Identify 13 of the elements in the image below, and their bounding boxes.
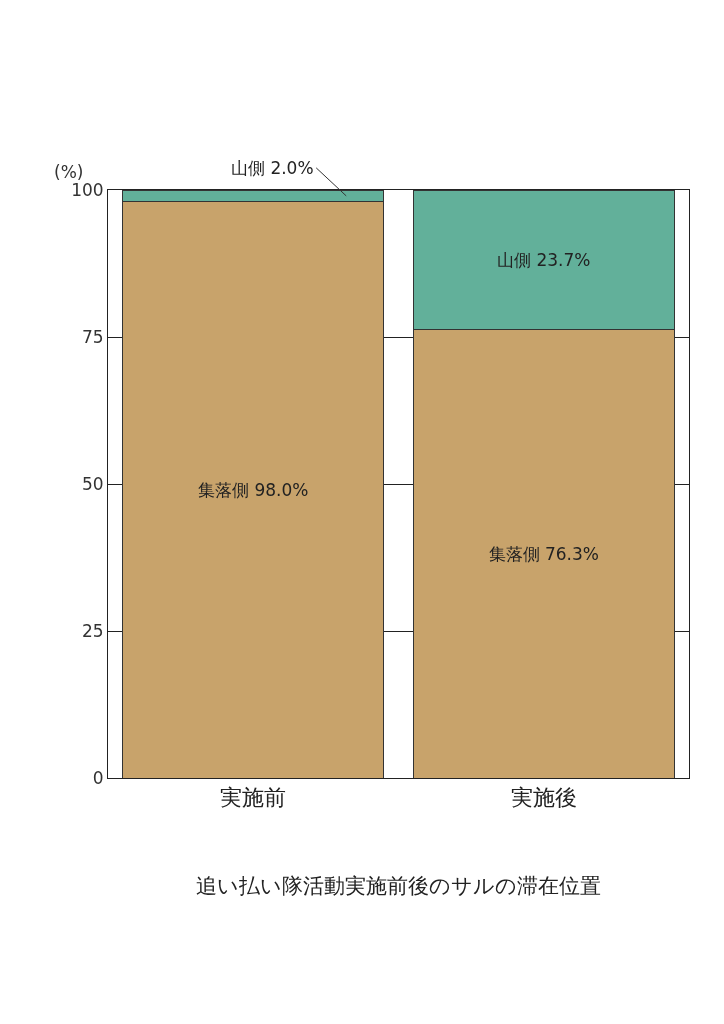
y-tick-label: 25 [81, 620, 104, 641]
x-tick-label: 実施前 [220, 785, 287, 811]
y-tick-label: 50 [81, 473, 104, 494]
x-tick-label: 実施後 [510, 785, 577, 811]
y-tick-label: 75 [81, 326, 104, 347]
y-axis-title: (%) [54, 162, 84, 182]
text: 集落側 98.0% [198, 479, 309, 500]
y-tick-label: 0 [92, 767, 104, 788]
y-tick-label: 100 [71, 179, 104, 200]
text: 追い払い隊活動実施前後のサルの滞在位置 [196, 874, 601, 898]
text: 山側 23.7% [497, 249, 591, 270]
text: 山側 2.0% [231, 158, 314, 178]
text: 集落側 76.3% [488, 543, 599, 564]
